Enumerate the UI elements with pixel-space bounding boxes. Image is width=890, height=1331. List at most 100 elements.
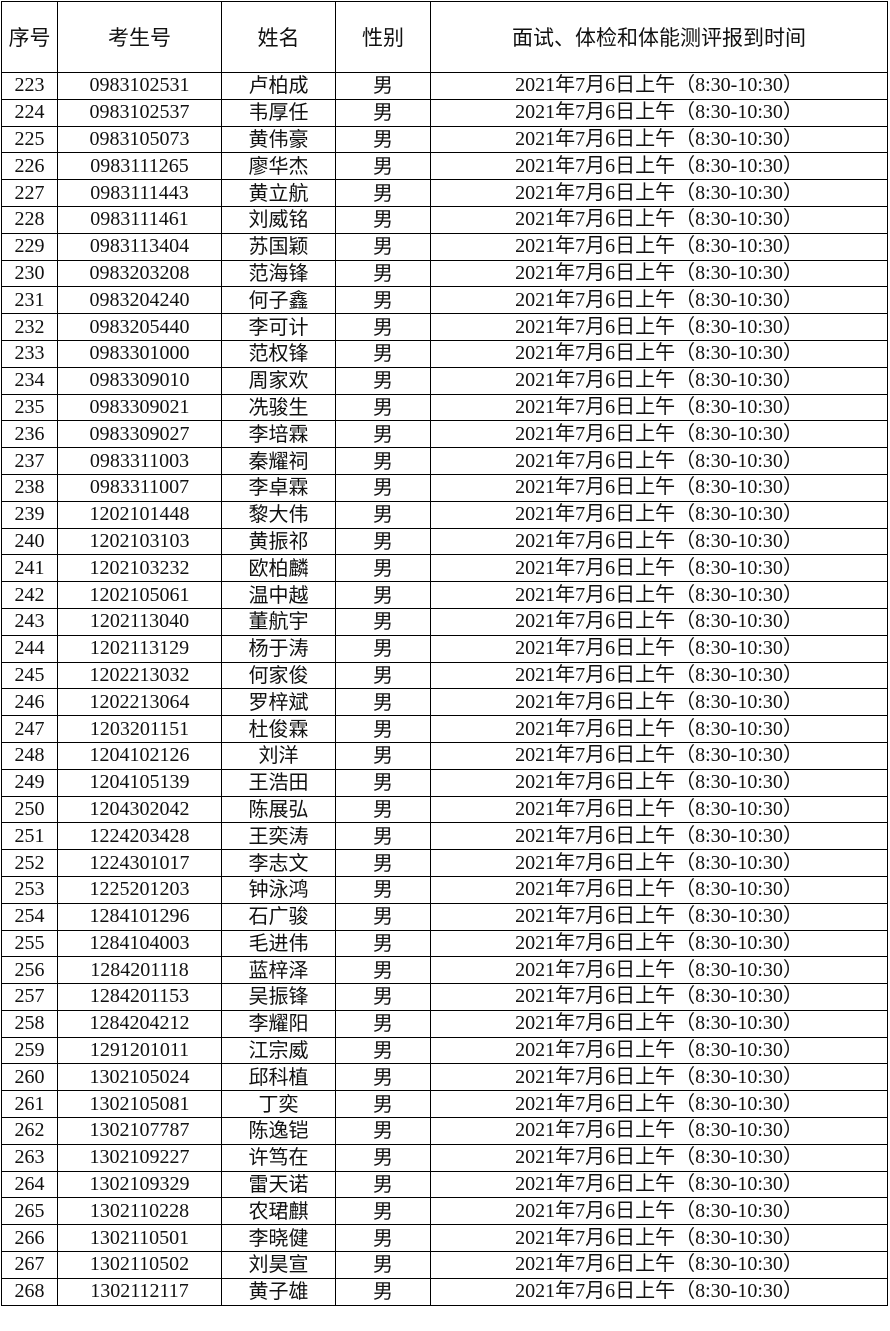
- cell-seq: 253: [1, 875, 58, 904]
- cell-name: 罗梓斌: [221, 688, 336, 717]
- cell-seq: 242: [1, 581, 58, 609]
- cell-name: 范权锋: [221, 339, 336, 368]
- cell-seq: 244: [1, 634, 58, 663]
- cell-seq: 227: [1, 179, 58, 207]
- cell-report-time: 2021年7月6日上午（8:30-10:30）: [430, 313, 888, 341]
- cell-report-time: 2021年7月6日上午（8:30-10:30）: [430, 393, 888, 422]
- table-row: 256 1284201118 蓝梓泽男 2021年7月6日上午（8:30-10:30）: [1, 956, 888, 985]
- cell-name: 杜俊霖: [221, 715, 336, 743]
- cell-name: 何家俊: [221, 661, 336, 690]
- cell-gender: 男: [335, 607, 431, 636]
- table-row: 237 0983311003 秦耀祠男 2021年7月6日上午（8:30-10:30）: [1, 447, 888, 475]
- cell-seq: 224: [1, 98, 58, 127]
- cell-report-time: 2021年7月6日上午（8:30-10:30）: [430, 929, 888, 958]
- cell-name: 吴振锋: [221, 983, 336, 1011]
- table-row: 240 1202103103 黄振祁男 2021年7月6日上午（8:30-10:30）: [1, 527, 888, 556]
- cell-report-time: 2021年7月6日上午（8:30-10:30）: [430, 1036, 888, 1065]
- cell-exam-id: 1202101448: [57, 500, 222, 529]
- table-row: 226 0983111265 廖华杰男 2021年7月6日上午（8:30-10:30）: [1, 152, 888, 181]
- cell-exam-id: 1202103232: [57, 554, 222, 583]
- cell-name: 陈展弘: [221, 795, 336, 824]
- cell-report-time: 2021年7月6日上午（8:30-10:30）: [430, 1251, 888, 1279]
- cell-name: 李耀阳: [221, 1009, 336, 1038]
- table-row: 233 0983301000 范权锋男 2021年7月6日上午（8:30-10:30）: [1, 339, 888, 368]
- cell-gender: 男: [335, 339, 431, 368]
- cell-report-time: 2021年7月6日上午（8:30-10:30）: [430, 1224, 888, 1253]
- cell-gender: 男: [335, 1170, 431, 1199]
- cell-exam-id: 1224203428: [57, 822, 222, 851]
- cell-exam-id: 1302107787: [57, 1117, 222, 1145]
- cell-seq: 260: [1, 1063, 58, 1092]
- cell-exam-id: 0983113404: [57, 232, 222, 261]
- cell-exam-id: 0983311003: [57, 447, 222, 475]
- cell-gender: 男: [335, 259, 431, 288]
- table-row: 234 0983309010 周家欢男 2021年7月6日上午（8:30-10:30）: [1, 366, 888, 395]
- cell-gender: 男: [335, 500, 431, 529]
- cell-report-time: 2021年7月6日上午（8:30-10:30）: [430, 366, 888, 395]
- cell-name: 江宗威: [221, 1036, 336, 1065]
- cell-exam-id: 1302109329: [57, 1170, 222, 1199]
- cell-exam-id: 1302105081: [57, 1090, 222, 1119]
- cell-name: 李培霖: [221, 420, 336, 449]
- table-row: 245 1202213032 何家俊男 2021年7月6日上午（8:30-10:30）: [1, 661, 888, 690]
- cell-report-time: 2021年7月6日上午（8:30-10:30）: [430, 607, 888, 636]
- cell-gender: 男: [335, 98, 431, 127]
- cell-exam-id: 0983102531: [57, 72, 222, 100]
- cell-exam-id: 1202113040: [57, 607, 222, 636]
- cell-gender: 男: [335, 849, 431, 877]
- cell-gender: 男: [335, 715, 431, 743]
- cell-seq: 235: [1, 393, 58, 422]
- cell-report-time: 2021年7月6日上午（8:30-10:30）: [430, 1090, 888, 1119]
- cell-name: 王奕涛: [221, 822, 336, 851]
- cell-exam-id: 1284204212: [57, 1009, 222, 1038]
- cell-gender: 男: [335, 1009, 431, 1038]
- cell-exam-id: 1302112117: [57, 1277, 222, 1306]
- cell-report-time: 2021年7月6日上午（8:30-10:30）: [430, 715, 888, 743]
- header-exam-id: 考生号: [57, 1, 222, 73]
- cell-name: 陈逸铠: [221, 1117, 336, 1145]
- table-row: 263 1302109227 许笃在男 2021年7月6日上午（8:30-10:30）: [1, 1143, 888, 1172]
- cell-report-time: 2021年7月6日上午（8:30-10:30）: [430, 473, 888, 502]
- cell-seq: 229: [1, 232, 58, 261]
- cell-gender: 男: [335, 983, 431, 1011]
- cell-seq: 250: [1, 795, 58, 824]
- cell-report-time: 2021年7月6日上午（8:30-10:30）: [430, 152, 888, 181]
- cell-seq: 226: [1, 152, 58, 181]
- cell-exam-id: 1202105061: [57, 581, 222, 609]
- table-row: 247 1203201151 杜俊霖男 2021年7月6日上午（8:30-10:30）: [1, 715, 888, 743]
- table-row: 267 1302110502 刘昊宣男 2021年7月6日上午（8:30-10:30）: [1, 1251, 888, 1279]
- cell-gender: 男: [335, 179, 431, 207]
- cell-gender: 男: [335, 1224, 431, 1253]
- cell-gender: 男: [335, 741, 431, 770]
- table-row: 254 1284101296 石广骏男 2021年7月6日上午（8:30-10:30）: [1, 902, 888, 931]
- cell-seq: 258: [1, 1009, 58, 1038]
- table-row: 224 0983102537 韦厚任男 2021年7月6日上午（8:30-10:30）: [1, 98, 888, 127]
- cell-name: 韦厚任: [221, 98, 336, 127]
- cell-report-time: 2021年7月6日上午（8:30-10:30）: [430, 634, 888, 663]
- cell-report-time: 2021年7月6日上午（8:30-10:30）: [430, 875, 888, 904]
- cell-gender: 男: [335, 393, 431, 422]
- cell-seq: 248: [1, 741, 58, 770]
- table-row: 262 1302107787 陈逸铠男 2021年7月6日上午（8:30-10:30）: [1, 1117, 888, 1145]
- cell-exam-id: 1302110228: [57, 1197, 222, 1226]
- cell-gender: 男: [335, 795, 431, 824]
- cell-seq: 264: [1, 1170, 58, 1199]
- cell-gender: 男: [335, 1197, 431, 1226]
- cell-name: 范海锋: [221, 259, 336, 288]
- cell-report-time: 2021年7月6日上午（8:30-10:30）: [430, 447, 888, 475]
- cell-name: 秦耀祠: [221, 447, 336, 475]
- cell-exam-id: 0983309027: [57, 420, 222, 449]
- cell-name: 刘洋: [221, 741, 336, 770]
- cell-gender: 男: [335, 1036, 431, 1065]
- cell-report-time: 2021年7月6日上午（8:30-10:30）: [430, 554, 888, 583]
- table-row: 243 1202113040 董航宇男 2021年7月6日上午（8:30-10:30）: [1, 607, 888, 636]
- cell-report-time: 2021年7月6日上午（8:30-10:30）: [430, 500, 888, 529]
- cell-report-time: 2021年7月6日上午（8:30-10:30）: [430, 581, 888, 609]
- cell-gender: 男: [335, 286, 431, 315]
- cell-report-time: 2021年7月6日上午（8:30-10:30）: [430, 232, 888, 261]
- cell-seq: 237: [1, 447, 58, 475]
- cell-gender: 男: [335, 875, 431, 904]
- cell-name: 钟泳鸿: [221, 875, 336, 904]
- cell-gender: 男: [335, 447, 431, 475]
- cell-seq: 266: [1, 1224, 58, 1253]
